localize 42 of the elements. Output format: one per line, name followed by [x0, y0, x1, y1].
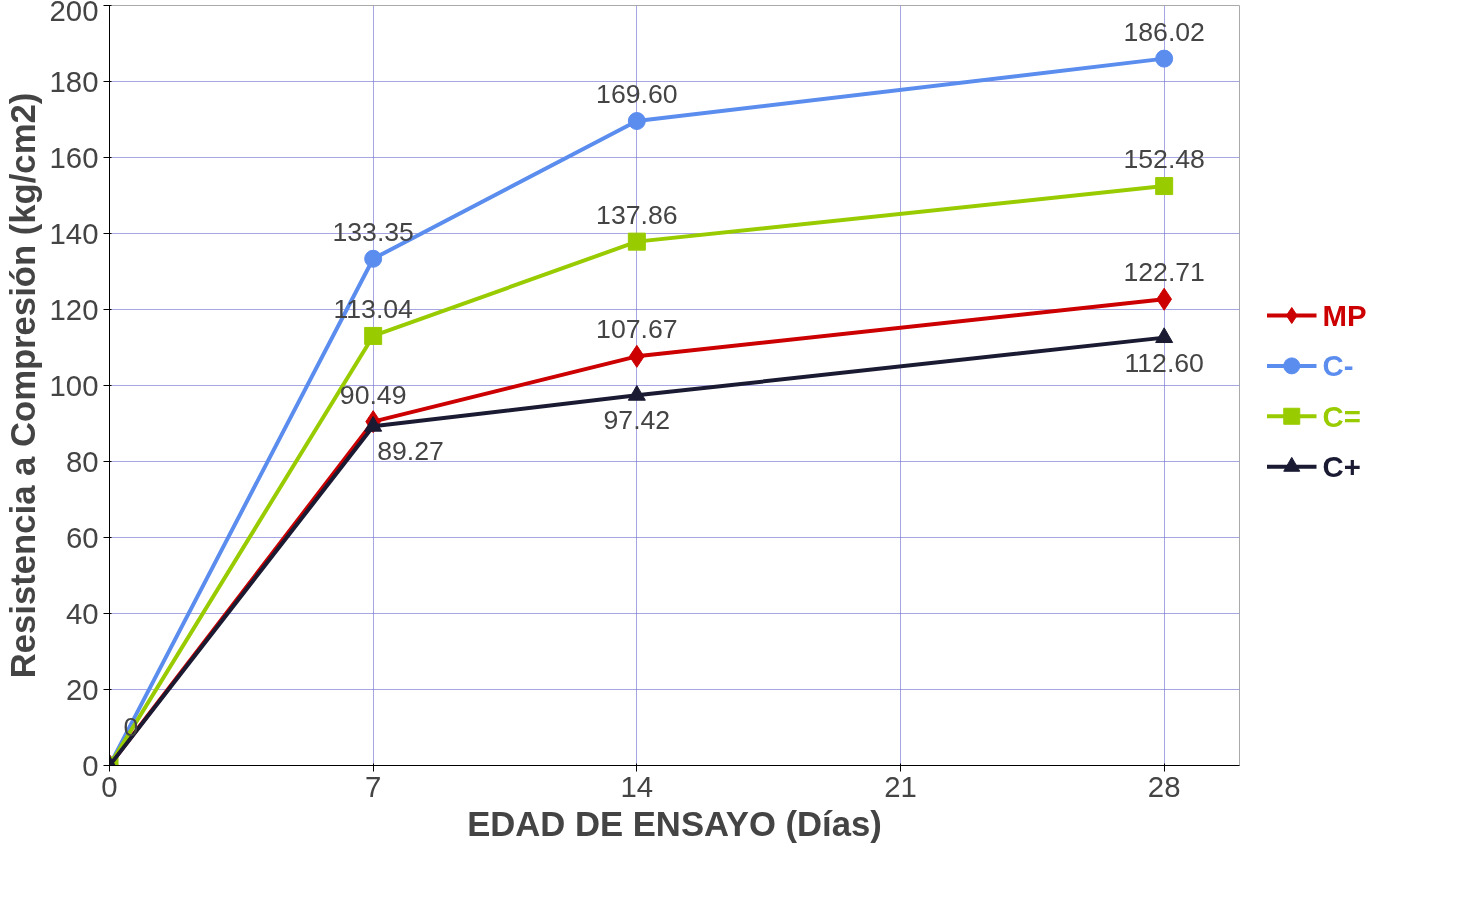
legend-label: C= [1322, 399, 1361, 433]
data-label: 89.27 [377, 436, 444, 467]
y-tick-label: 20 [65, 672, 99, 706]
x-axis-title: EDAD DE ENSAYO (Días) [467, 804, 882, 843]
y-tick-label: 160 [49, 140, 99, 174]
point [627, 384, 646, 401]
data-label: 90.49 [339, 379, 407, 410]
data-label: 186.02 [1123, 16, 1205, 47]
data-label: 107.67 [596, 314, 678, 345]
data-label: 152.48 [1123, 144, 1205, 175]
point [1155, 327, 1174, 344]
point [627, 112, 646, 130]
y-tick-label: 0 [82, 748, 99, 782]
point [364, 415, 383, 432]
y-axis-title: Resistencia a Compresión (kg/cm2) [3, 92, 42, 679]
point [364, 326, 383, 345]
point [1155, 49, 1174, 68]
y-tick-label: 180 [49, 64, 99, 98]
data-label: 133.35 [332, 216, 414, 247]
y-tick-label: 140 [49, 216, 99, 250]
y-tick-label: 200 [49, 0, 99, 27]
legend-label: MP [1322, 299, 1367, 332]
point [627, 232, 646, 251]
data-label: 0 [123, 711, 139, 742]
legend-label: C- [1322, 349, 1354, 383]
data-label: 137.86 [596, 199, 678, 230]
y-tick-label: 120 [49, 292, 99, 326]
x-tick-label: 28 [1147, 769, 1181, 803]
point [1155, 177, 1174, 196]
data-label: 97.42 [603, 405, 671, 436]
y-tick-label: 40 [65, 596, 99, 630]
x-tick-label: 21 [884, 769, 917, 803]
y-tick-label: 60 [65, 520, 99, 554]
x-tick-label: 7 [365, 769, 382, 803]
data-label: 169.60 [596, 79, 678, 110]
point [364, 249, 383, 268]
y-tick-label: 100 [49, 368, 99, 402]
data-label: 122.71 [1123, 257, 1205, 288]
y-tick-label: 80 [65, 444, 99, 478]
legend-label: C+ [1322, 450, 1361, 484]
data-label: 112.60 [1124, 347, 1204, 378]
x-tick-label: 14 [620, 769, 654, 803]
